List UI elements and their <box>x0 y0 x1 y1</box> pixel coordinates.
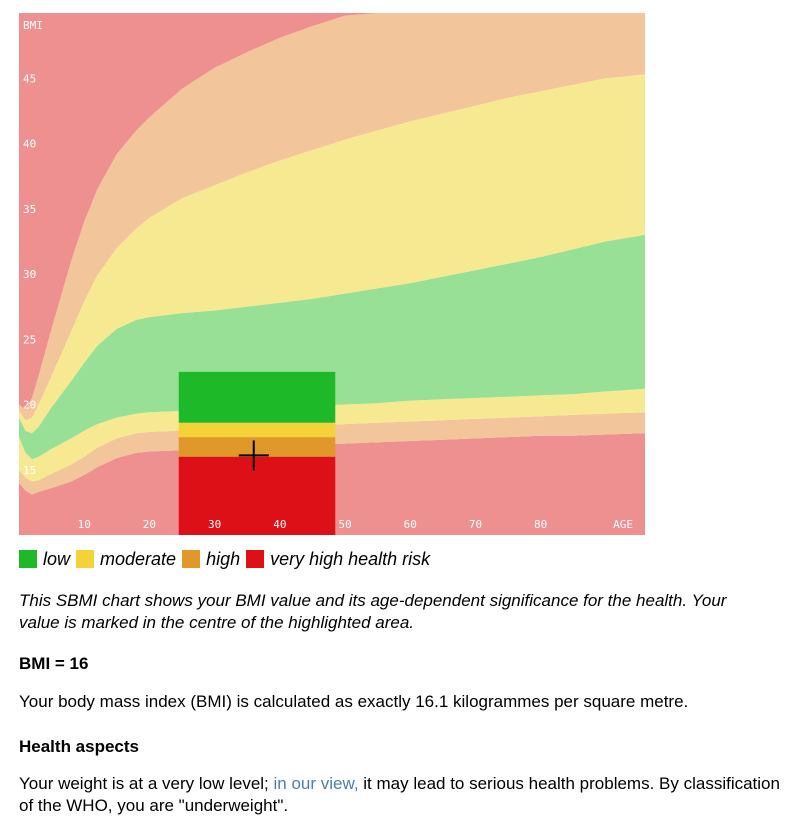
health-text-after: it may lead to serious health problems. … <box>19 774 780 815</box>
legend-label-high: high <box>206 548 241 569</box>
y-tick-label-20: 20 <box>23 399 36 412</box>
bmi-heading: BMI = 16 <box>19 654 89 673</box>
zone-very-high-high-bmi-area <box>19 13 645 410</box>
x-tick-label-20: 20 <box>143 518 156 531</box>
bmi-text: Your body mass index (BMI) is calculated… <box>19 692 689 711</box>
y-tick-label-25: 25 <box>23 333 36 346</box>
legend-swatch-low <box>19 550 37 568</box>
x-tick-label-30: 30 <box>208 518 221 531</box>
legend-item-high: high <box>182 549 240 570</box>
risk-legend: low moderate high very high health risk <box>19 547 436 571</box>
legend-label-moderate: moderate <box>100 548 177 569</box>
zone-high-high-bmi-area <box>19 13 645 421</box>
legend-swatch-very-high <box>246 550 265 568</box>
highlight-moderate-band <box>178 422 336 438</box>
legend-label-low: low <box>43 548 71 569</box>
health-aspects-text: Your weight is at a very low level; in o… <box>19 773 789 817</box>
legend-item-low: low <box>19 549 70 570</box>
legend-swatch-high <box>182 550 201 568</box>
zone-high-low-bmi-area <box>19 412 645 495</box>
health-text-before: Your weight is at a very low level; <box>19 774 274 793</box>
zone-moderate-low-bmi-area <box>19 388 645 482</box>
y-tick-label-40: 40 <box>23 138 36 151</box>
zone-moderate-high-bmi-area <box>19 74 645 434</box>
highlight-low-band <box>178 371 336 423</box>
y-tick-label-35: 35 <box>23 203 36 216</box>
chart-caption: This SBMI chart shows your BMI value and… <box>19 591 727 632</box>
legend-swatch-moderate <box>76 550 95 568</box>
x-tick-label-50: 50 <box>338 518 351 531</box>
x-axis-title: AGE <box>613 518 633 531</box>
y-tick-label-45: 45 <box>23 72 36 85</box>
y-tick-label-30: 30 <box>23 268 36 281</box>
x-tick-label-70: 70 <box>469 518 482 531</box>
in-our-view-link[interactable]: in our view, <box>273 774 359 793</box>
legend-label-very-high: very high health risk <box>270 548 431 569</box>
x-tick-label-80: 80 <box>534 518 547 531</box>
sbmi-chart-svg: 15 20 25 30 35 40 45 BMI 10 20 30 40 50 60 70 80 AGE <box>19 13 645 535</box>
x-tick-label-60: 60 <box>404 518 417 531</box>
highlight-very-high-band <box>178 456 336 535</box>
y-axis-title: BMI <box>23 19 43 32</box>
highlight-high-band <box>178 437 336 457</box>
y-tick-label-15: 15 <box>23 464 36 477</box>
legend-item-moderate: moderate <box>76 549 176 570</box>
zone-low-risk-area <box>19 234 645 460</box>
x-tick-label-40: 40 <box>273 518 286 531</box>
legend-item-very-high: very high health risk <box>246 549 430 570</box>
sbmi-chart: 15 20 25 30 35 40 45 BMI 10 20 30 40 50 60 70 80 AGE <box>19 13 645 535</box>
health-aspects-heading: Health aspects <box>19 737 139 756</box>
x-tick-label-10: 10 <box>78 518 91 531</box>
